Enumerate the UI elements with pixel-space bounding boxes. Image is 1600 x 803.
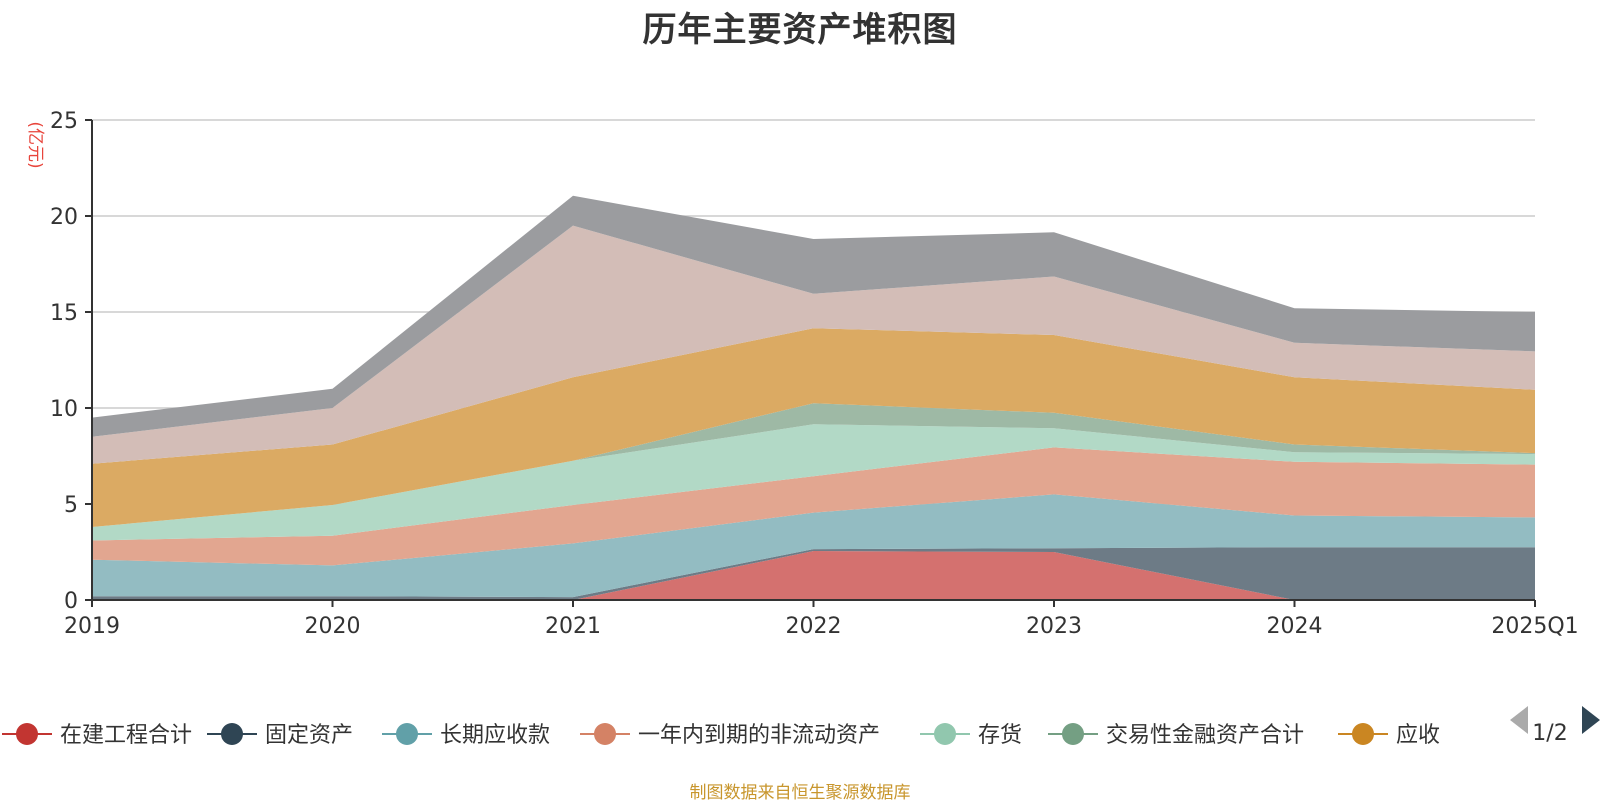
area-series-6 <box>92 403 1535 527</box>
legend-circle-marker <box>594 723 616 745</box>
legend-item[interactable]: 存货 <box>920 723 1022 748</box>
legend-item[interactable]: 一年内到期的非流动资产 <box>580 723 880 748</box>
x-tick-label: 2020 <box>305 614 361 639</box>
area-series-3 <box>92 494 1535 598</box>
stacked-areas <box>92 195 1535 600</box>
area-series-2 <box>92 547 1535 600</box>
legend-label: 一年内到期的非流动资产 <box>638 723 880 748</box>
area-series-8 <box>92 225 1535 464</box>
x-tick-label: 2023 <box>1026 614 1082 639</box>
area-series-9 <box>92 195 1535 437</box>
x-tick-label: 2022 <box>786 614 842 639</box>
area-series-5 <box>92 424 1535 541</box>
x-tick-label: 2021 <box>545 614 601 639</box>
legend-circle-marker <box>1062 723 1084 745</box>
y-tick-label: 25 <box>50 109 78 134</box>
y-tick-label: 20 <box>50 205 78 230</box>
x-tick-label: 2024 <box>1267 614 1323 639</box>
legend-circle-marker <box>16 723 38 745</box>
y-tick-label: 5 <box>64 493 78 518</box>
legend[interactable]: 在建工程合计 固定资产 长期应收款 一年内到期的非流动资产 存货 交易性金融资产合计 应收 <box>2 723 1440 748</box>
legend-next-page-icon[interactable] <box>1582 706 1600 734</box>
legend-circle-marker <box>1352 723 1374 745</box>
legend-label: 存货 <box>978 723 1022 748</box>
y-tick-label: 10 <box>50 397 78 422</box>
x-tick-label: 2019 <box>64 614 120 639</box>
source-note: 制图数据来自恒生聚源数据库 <box>689 783 911 803</box>
legend-item[interactable]: 在建工程合计 <box>2 723 192 748</box>
legend-circle-marker <box>934 723 956 745</box>
legend-circle-marker <box>221 723 243 745</box>
legend-label: 在建工程合计 <box>60 723 192 748</box>
area-series-7 <box>92 328 1535 527</box>
y-tick-label: 15 <box>50 301 78 326</box>
axes: 0 5 10 15 20 25 2019 2020 2021 2022 2023 2024 2025Q1 <box>50 109 1579 639</box>
legend-label: 交易性金融资产合计 <box>1106 723 1304 748</box>
legend-item[interactable]: 长期应收款 <box>382 723 550 748</box>
legend-item[interactable]: 应收 <box>1338 723 1440 748</box>
legend-pager[interactable]: 1/2 <box>1510 706 1600 746</box>
x-tick-label: 2025Q1 <box>1491 614 1578 639</box>
area-series-4 <box>92 447 1535 566</box>
legend-prev-page-icon[interactable] <box>1510 706 1528 734</box>
chart-title: 历年主要资产堆积图 <box>642 10 958 50</box>
legend-label: 应收 <box>1396 723 1440 748</box>
legend-item[interactable]: 交易性金融资产合计 <box>1048 723 1304 748</box>
legend-label: 长期应收款 <box>440 723 550 748</box>
legend-page-indicator: 1/2 <box>1532 721 1567 746</box>
legend-label: 固定资产 <box>265 723 353 748</box>
y-axis-unit-label: (亿元) <box>25 121 45 168</box>
legend-circle-marker <box>396 723 418 745</box>
legend-item[interactable]: 固定资产 <box>207 723 353 748</box>
y-tick-label: 0 <box>64 589 78 614</box>
area-series-1 <box>92 551 1535 600</box>
